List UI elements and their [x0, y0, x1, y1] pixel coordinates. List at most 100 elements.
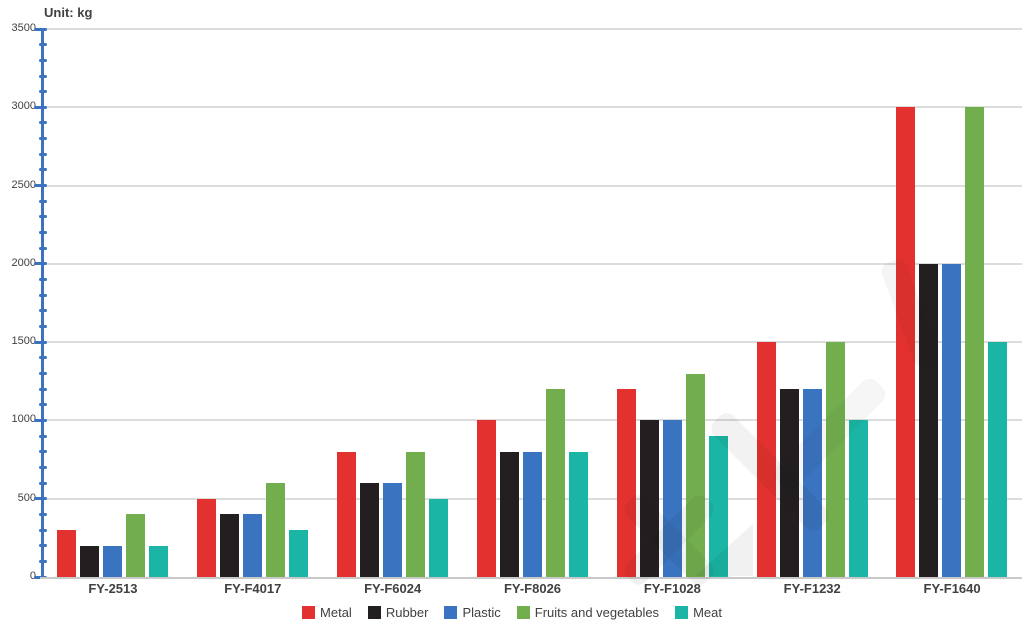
legend-item: Fruits and vegetables — [516, 605, 659, 620]
gridline — [42, 28, 1022, 30]
bar-metal — [616, 389, 636, 577]
y-minor-tick — [38, 293, 47, 297]
bar-meat — [149, 545, 169, 577]
legend-swatch — [444, 606, 458, 619]
bar-metal — [337, 451, 357, 577]
bar-group — [335, 451, 450, 577]
y-tick-label: 3000 — [11, 100, 36, 113]
y-major-tick — [34, 262, 47, 266]
y-minor-tick — [38, 512, 47, 516]
bar-fruits-and-vegetables — [965, 107, 985, 577]
bar-group — [755, 342, 870, 577]
bar-metal — [197, 498, 217, 577]
x-category-label: FY-F1028 — [643, 581, 701, 596]
legend: Metal Rubber Plastic Fruits and vegetables M… — [0, 605, 1024, 620]
legend-swatch — [516, 606, 530, 619]
y-minor-tick — [38, 168, 47, 172]
y-major-tick — [34, 340, 47, 344]
y-tick-label: 1000 — [11, 413, 36, 426]
gridline — [42, 341, 1022, 344]
legend-item: Metal — [302, 605, 352, 620]
bar-fruits-and-vegetables — [685, 373, 705, 577]
chart-unit-title: Unit: kg — [44, 5, 93, 20]
bar-metal — [476, 420, 496, 577]
bar-rubber — [779, 389, 799, 577]
y-major-tick — [34, 105, 47, 109]
y-minor-tick — [38, 325, 47, 328]
y-minor-tick — [38, 481, 47, 485]
bar-metal — [57, 530, 77, 577]
legend-swatch — [675, 606, 689, 619]
y-minor-tick — [38, 309, 47, 313]
y-tick-label: 3500 — [11, 22, 36, 34]
bar-plastic — [383, 483, 403, 577]
bar-group — [615, 373, 730, 577]
legend-item: Plastic — [444, 605, 501, 620]
bar-plastic — [942, 263, 962, 577]
bar-meat — [289, 530, 309, 577]
bar-fruits-and-vegetables — [126, 514, 146, 577]
y-axis-line — [41, 29, 44, 579]
gridline — [42, 184, 1022, 187]
x-category-label: FY-F6024 — [364, 581, 422, 596]
y-minor-tick — [38, 434, 47, 438]
y-minor-tick — [38, 278, 47, 281]
gridline — [42, 106, 1022, 109]
bar-group — [475, 389, 590, 577]
y-minor-tick — [38, 528, 47, 532]
bar-plastic — [243, 514, 263, 577]
bar-rubber — [499, 451, 519, 577]
legend-label: Meat — [693, 605, 722, 620]
y-minor-tick — [38, 121, 47, 125]
bar-rubber — [639, 420, 659, 577]
y-minor-tick — [38, 544, 47, 548]
bar-fruits-and-vegetables — [266, 483, 286, 577]
y-minor-tick — [38, 450, 47, 454]
bar-group — [894, 107, 1009, 577]
y-major-tick — [34, 497, 47, 501]
y-minor-tick — [38, 90, 47, 94]
y-major-tick — [34, 184, 47, 188]
y-minor-tick — [38, 356, 47, 360]
y-tick-label: 2000 — [11, 256, 36, 269]
bar-fruits-and-vegetables — [825, 342, 845, 577]
legend-item: Rubber — [367, 605, 428, 620]
bar-plastic — [103, 545, 123, 577]
bar-meat — [568, 451, 588, 577]
bar-group — [195, 483, 310, 577]
y-tick-label: 2500 — [11, 178, 36, 191]
bar-rubber — [360, 483, 380, 577]
legend-label: Plastic — [462, 605, 501, 620]
x-category-label: FY-F1232 — [783, 581, 841, 596]
bar-rubber — [220, 514, 240, 577]
bar-metal — [896, 107, 916, 577]
bar-rubber — [80, 545, 100, 577]
bar-meat — [988, 342, 1008, 577]
y-minor-tick — [38, 215, 47, 219]
bar-groups — [43, 29, 1022, 577]
bar-meat — [708, 436, 728, 577]
bar-fruits-and-vegetables — [406, 451, 426, 577]
bar-meat — [848, 420, 868, 577]
bar-plastic — [662, 420, 682, 577]
x-category-label: FY-F4017 — [224, 581, 282, 596]
x-category-label: FY-F8026 — [503, 581, 562, 596]
y-minor-tick — [38, 387, 47, 391]
y-minor-tick — [38, 199, 47, 203]
y-minor-tick — [38, 403, 47, 407]
y-minor-tick — [38, 152, 47, 156]
bar-plastic — [802, 389, 822, 577]
bar-metal — [756, 342, 776, 577]
x-axis-labels: FY-2513 FY-F4017 FY-F6024 FY-F8026 FY-F1028 F… — [43, 581, 1022, 596]
legend-swatch — [367, 606, 381, 619]
bar-plastic — [522, 451, 542, 577]
x-category-label: FY-2513 — [88, 581, 138, 596]
y-tick-label: 500 — [17, 491, 36, 504]
y-tick-label: 0 — [29, 570, 36, 582]
gridline — [42, 419, 1022, 422]
x-category-label: FY-F1640 — [923, 581, 981, 596]
bar-group — [55, 514, 170, 577]
legend-label: Metal — [320, 605, 352, 620]
y-minor-tick — [38, 137, 47, 141]
